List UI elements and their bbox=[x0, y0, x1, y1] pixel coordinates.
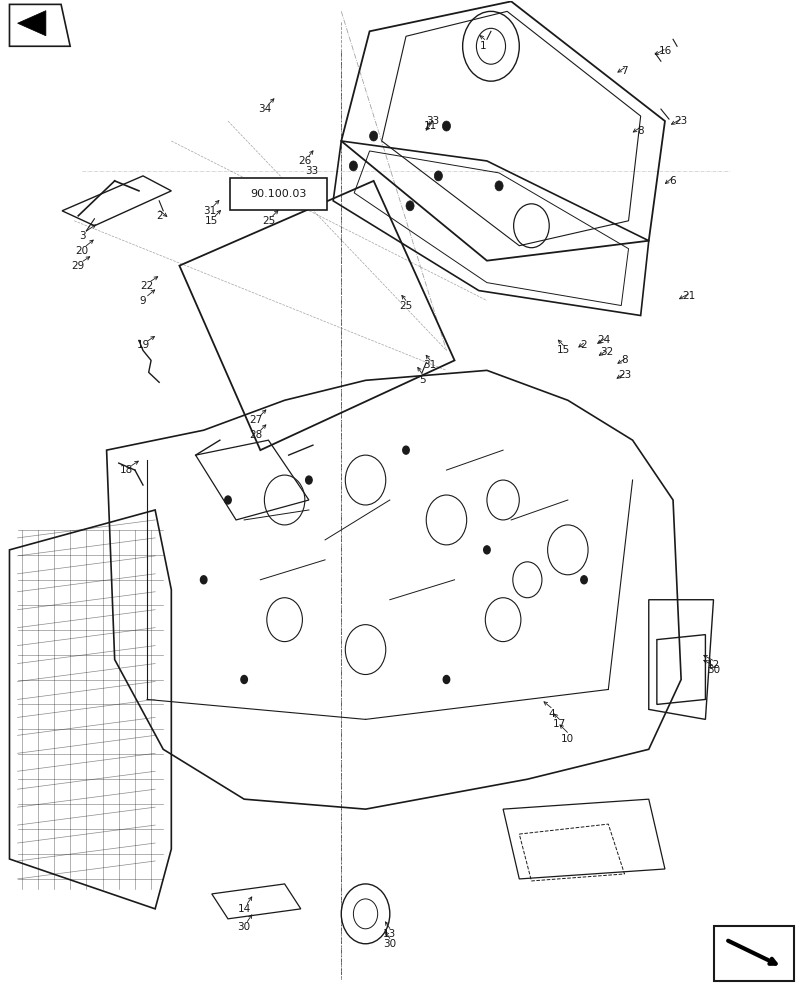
Circle shape bbox=[495, 181, 503, 191]
Circle shape bbox=[305, 476, 311, 484]
Text: 34: 34 bbox=[257, 104, 271, 114]
Text: 11: 11 bbox=[423, 121, 436, 131]
Text: 30: 30 bbox=[706, 665, 719, 675]
Circle shape bbox=[442, 121, 450, 131]
Circle shape bbox=[200, 576, 207, 584]
Circle shape bbox=[349, 161, 357, 171]
Text: 22: 22 bbox=[140, 281, 153, 291]
Text: 23: 23 bbox=[674, 116, 687, 126]
Circle shape bbox=[443, 676, 449, 683]
Text: 12: 12 bbox=[706, 660, 719, 670]
Text: 24: 24 bbox=[597, 335, 610, 345]
Text: 1: 1 bbox=[479, 41, 486, 51]
Text: 32: 32 bbox=[599, 347, 612, 357]
Text: 15: 15 bbox=[556, 345, 569, 355]
Text: 30: 30 bbox=[383, 939, 396, 949]
Text: 8: 8 bbox=[620, 355, 627, 365]
Text: 33: 33 bbox=[426, 116, 439, 126]
Text: 15: 15 bbox=[205, 216, 218, 226]
Text: 90.100.03: 90.100.03 bbox=[250, 189, 307, 199]
Text: ◀: ◀ bbox=[28, 18, 40, 33]
Text: 14: 14 bbox=[238, 904, 251, 914]
Circle shape bbox=[241, 676, 247, 683]
Circle shape bbox=[225, 496, 231, 504]
Text: 30: 30 bbox=[238, 922, 251, 932]
Circle shape bbox=[369, 131, 377, 141]
Text: 25: 25 bbox=[261, 216, 275, 226]
Text: 2: 2 bbox=[580, 340, 586, 350]
Text: 31: 31 bbox=[423, 360, 436, 370]
Circle shape bbox=[580, 576, 586, 584]
Text: 19: 19 bbox=[136, 340, 149, 350]
Circle shape bbox=[406, 201, 414, 211]
Text: 18: 18 bbox=[120, 465, 133, 475]
FancyBboxPatch shape bbox=[230, 178, 326, 210]
Text: 6: 6 bbox=[669, 176, 676, 186]
Text: 21: 21 bbox=[682, 291, 695, 301]
Text: 25: 25 bbox=[399, 301, 412, 311]
Circle shape bbox=[483, 546, 490, 554]
Text: 7: 7 bbox=[620, 66, 627, 76]
Text: 2: 2 bbox=[156, 211, 162, 221]
Text: 23: 23 bbox=[617, 370, 630, 380]
Circle shape bbox=[434, 171, 442, 181]
Text: 28: 28 bbox=[249, 430, 263, 440]
Text: 29: 29 bbox=[71, 261, 85, 271]
Text: 27: 27 bbox=[249, 415, 263, 425]
Text: 17: 17 bbox=[552, 719, 566, 729]
Text: 13: 13 bbox=[383, 929, 396, 939]
Text: 5: 5 bbox=[418, 375, 425, 385]
Text: 4: 4 bbox=[547, 709, 554, 719]
Polygon shape bbox=[18, 11, 46, 36]
Circle shape bbox=[402, 446, 409, 454]
Text: 31: 31 bbox=[204, 206, 217, 216]
Text: 16: 16 bbox=[658, 46, 671, 56]
Text: 26: 26 bbox=[298, 156, 311, 166]
Text: 10: 10 bbox=[560, 734, 573, 744]
Text: 20: 20 bbox=[75, 246, 88, 256]
Text: 8: 8 bbox=[637, 126, 643, 136]
Text: 3: 3 bbox=[79, 231, 85, 241]
Text: 9: 9 bbox=[139, 296, 146, 306]
Text: 33: 33 bbox=[304, 166, 318, 176]
